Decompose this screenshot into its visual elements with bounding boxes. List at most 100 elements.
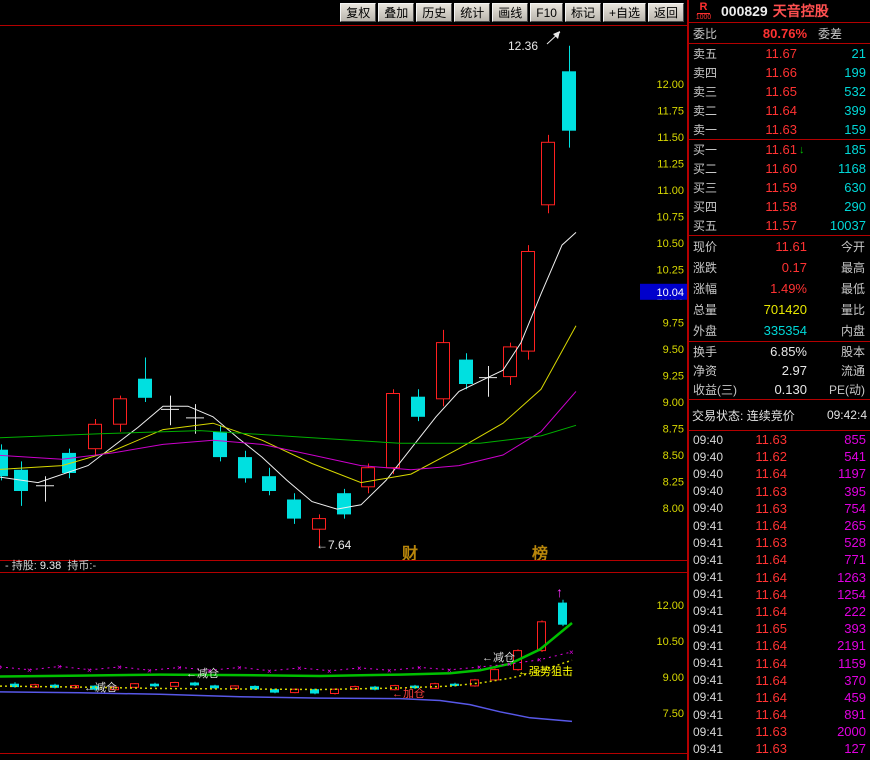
tick-volume: 754 — [844, 500, 866, 516]
buy-price: 11.57 — [765, 218, 797, 233]
tick-price: 11.64 — [755, 603, 787, 619]
tick-price: 11.64 — [755, 569, 787, 585]
tick-list: 09:40 11.63 855 09:40 11.62 541 09:40 11.64 1197… — [689, 431, 870, 758]
svg-text:10.04: 10.04 — [656, 287, 684, 299]
toolbar-button-7[interactable]: 标记 — [564, 3, 601, 22]
price-axis-labels: 12.00 10.50 9.00 7.50 — [656, 600, 684, 720]
indicator-lines-group — [0, 232, 577, 510]
tick-time: 09:41 — [693, 621, 724, 636]
tick-time: 09:41 — [693, 535, 724, 550]
tick-row-4: 09:40 11.63 395 — [689, 483, 870, 500]
stat-label: 涨幅 — [693, 282, 718, 296]
chart-annotation-4: 榜 — [532, 544, 548, 560]
stat-right-label: PE(动) — [828, 383, 865, 397]
main-candlestick-chart[interactable]: 12.00 11.75 11.50 11.25 11.00 10.75 10.50 10.25… — [0, 26, 687, 560]
svg-text:×: × — [297, 664, 302, 673]
cursor-price-box — [640, 283, 687, 300]
tick-row-14: 09:41 11.64 1159 — [689, 654, 870, 671]
sell-row-4[interactable]: 卖二 11.64 399 — [689, 101, 870, 120]
svg-text:×: × — [57, 662, 62, 671]
buy-row-5[interactable]: 买五 11.57 10037 — [689, 216, 870, 235]
stat-right-label: 最低 — [840, 282, 865, 296]
hold-label: 持股: — [11, 560, 37, 572]
svg-text:8.75: 8.75 — [663, 424, 684, 436]
stat-right-label: 最高 — [840, 261, 865, 275]
svg-text:9.50: 9.50 — [663, 344, 684, 356]
tick-time: 09:41 — [693, 673, 724, 688]
trade-status-time: 09:42:4 — [826, 408, 867, 422]
svg-text:8.50: 8.50 — [663, 450, 684, 462]
buy-row-2[interactable]: 买二 11.60 1168 — [689, 159, 870, 178]
svg-text:10.50: 10.50 — [656, 636, 684, 648]
sell-level-label: 卖三 — [693, 85, 718, 99]
buy-row-4[interactable]: 买四 11.58 290 — [689, 197, 870, 216]
buy-level-label: 买三 — [693, 181, 718, 195]
tick-time: 09:41 — [693, 724, 724, 739]
sell-row-3[interactable]: 卖三 11.65 532 — [689, 82, 870, 101]
tick-volume: 2191 — [837, 638, 866, 654]
toolbar-button-4[interactable]: 统计 — [454, 3, 491, 22]
sell-price: 11.66 — [765, 65, 797, 80]
sell-level-label: 卖一 — [693, 123, 718, 137]
toolbar-button-8[interactable]: +自选 — [602, 3, 646, 22]
toolbar-button-2[interactable]: 叠加 — [378, 3, 415, 22]
toolbar: 复权 叠加 历史 统计 画线 F10 标记 +自选 返回 — [0, 0, 687, 26]
tick-time: 09:41 — [693, 552, 724, 567]
svg-text:×: × — [569, 648, 574, 657]
toolbar-button-6[interactable]: F10 — [530, 3, 563, 22]
tick-row-7: 09:41 11.63 528 — [689, 534, 870, 551]
stat-right-label: 内盘 — [840, 324, 865, 338]
tick-row-12: 09:41 11.65 393 — [689, 620, 870, 637]
indicator-subchart[interactable]: × × × × × × × × × × × × × × × × × × × × 12.00 10.50 9.00 7.50 ←减… — [0, 573, 687, 753]
sell-volume: 399 — [844, 103, 866, 118]
ma20-line — [0, 391, 577, 471]
tick-price: 11.63 — [755, 724, 787, 740]
tick-volume: 1263 — [837, 569, 866, 585]
toolbar-button-5[interactable]: 画线 — [492, 3, 529, 22]
buy-price: 11.58 — [765, 199, 797, 214]
trade-status-text: 交易状态: 连续竞价 — [692, 408, 795, 423]
tick-price: 11.63 — [755, 500, 787, 516]
svg-text:×: × — [27, 666, 32, 675]
buy-volume: 290 — [844, 199, 866, 214]
tick-row-1: 09:40 11.63 855 — [689, 431, 870, 448]
svg-text:×: × — [537, 656, 542, 665]
chart-annotation-1: ←减仓 — [84, 680, 117, 694]
chart-annotations-group: ←减仓←减仓←加仓←减仓←强势狙击↑ — [84, 584, 573, 700]
market-logo: R 1000 — [691, 1, 716, 21]
sell-price: 11.65 — [765, 84, 797, 99]
panel-separator-line — [687, 0, 689, 760]
tick-price: 11.64 — [755, 552, 787, 568]
buy-volume: 630 — [844, 180, 866, 195]
weibi-label: 委比 — [693, 26, 718, 41]
toolbar-button-3[interactable]: 历史 — [416, 3, 453, 22]
buy-row-1[interactable]: 买一 11.61 ↓ 185 — [689, 140, 870, 159]
tick-volume: 2000 — [837, 724, 866, 740]
subchart-dash: - — [5, 560, 9, 572]
toolbar-button-9[interactable]: 返回 — [647, 3, 684, 22]
sell-row-1[interactable]: 卖五 11.67 21 — [689, 44, 870, 63]
stat-value: 0.130 — [774, 382, 807, 397]
tick-volume: 459 — [844, 689, 866, 705]
stock-name[interactable]: 天音控股 — [772, 3, 829, 19]
svg-text:9.75: 9.75 — [663, 318, 684, 330]
sell-price: 11.67 — [765, 46, 797, 61]
tick-volume: 891 — [844, 707, 866, 723]
tick-price: 11.64 — [755, 518, 787, 534]
tick-price: 11.64 — [755, 586, 787, 602]
tick-price: 11.64 — [755, 707, 787, 723]
stat-right-label: 今开 — [840, 240, 865, 254]
toolbar-button-1[interactable]: 复权 — [340, 3, 377, 22]
buy-row-3[interactable]: 买三 11.59 630 — [689, 178, 870, 197]
tick-time: 09:41 — [693, 707, 724, 722]
sell-row-5[interactable]: 卖一 11.63 159 — [689, 120, 870, 139]
buy-level-label: 买一 — [693, 143, 718, 157]
quote-panel: R 1000 000829 天音控股 委比 80.76% 委差 卖五 11.67 2… — [689, 0, 870, 760]
stat-value: 335354 — [763, 323, 807, 338]
svg-text:×: × — [177, 663, 182, 672]
svg-text:×: × — [147, 666, 152, 675]
tick-volume: 1197 — [838, 466, 866, 482]
sell-volume: 159 — [844, 122, 866, 137]
buy-orders-block: 买一 11.61 ↓ 185 买二 11.60 1168 买三 11.59 630 买四 11.58 2… — [689, 140, 870, 235]
sell-row-2[interactable]: 卖四 11.66 199 — [689, 63, 870, 82]
